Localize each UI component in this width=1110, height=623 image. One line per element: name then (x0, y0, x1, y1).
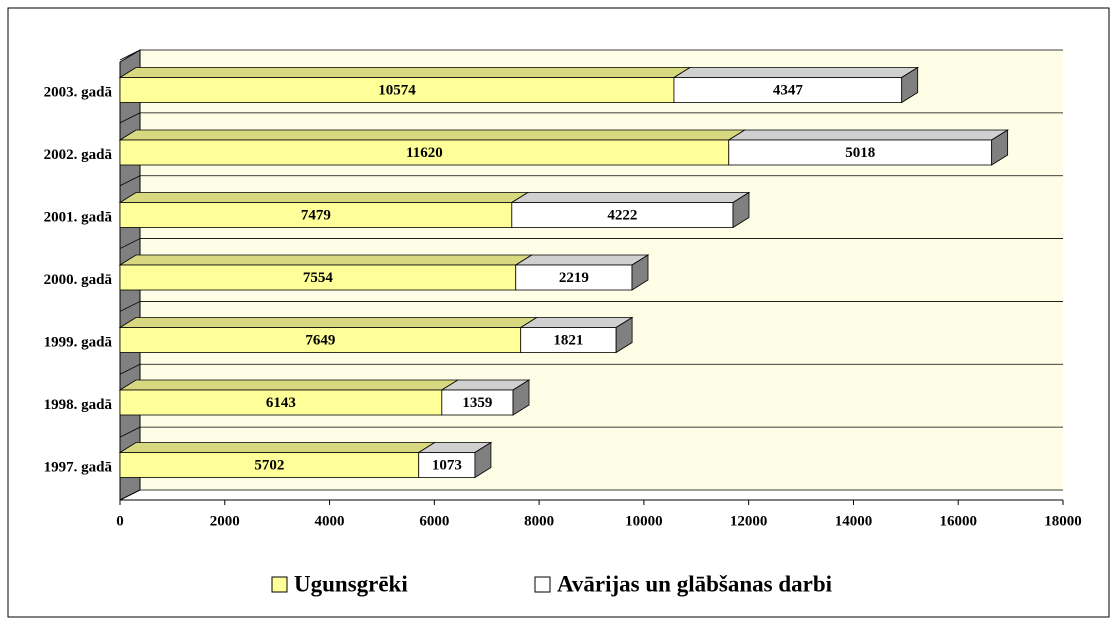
value-label: 1073 (432, 457, 462, 473)
bar-top (519, 317, 634, 328)
legend-label: Ugunsgrēki (294, 571, 408, 596)
bar (441, 389, 514, 416)
x-tick-label: 14000 (835, 513, 873, 529)
value-label: 10574 (378, 82, 416, 98)
legend-swatch (534, 576, 551, 593)
bar (119, 452, 420, 478)
grid-line (119, 489, 141, 501)
bar-side (732, 191, 750, 229)
bar-top (118, 379, 460, 391)
x-tick-label: 10000 (625, 513, 663, 529)
legend-swatch (271, 576, 288, 593)
grid-line (119, 112, 141, 124)
bar (119, 202, 513, 228)
grid-line (119, 301, 141, 312)
bar-top (727, 129, 1010, 141)
grid-line (119, 175, 141, 187)
bar-top (118, 67, 692, 78)
grid-line (119, 49, 141, 61)
y-tick-label: 2000. gadā (44, 272, 113, 288)
value-label: 4347 (773, 82, 804, 98)
value-label: 7479 (301, 207, 331, 223)
y-tick-label: 2002. gadā (44, 147, 113, 163)
value-label: 7554 (303, 270, 334, 286)
bar (673, 77, 903, 103)
bar-top (510, 192, 751, 203)
bar-top (118, 129, 747, 141)
value-label: 11620 (406, 145, 443, 161)
bar (119, 77, 675, 103)
value-label: 6143 (266, 395, 296, 411)
x-tick-label: 16000 (939, 513, 977, 529)
bar-top (118, 192, 530, 203)
x-tick-label: 18000 (1044, 513, 1082, 529)
bar-side (901, 66, 919, 104)
bar (119, 264, 517, 291)
value-label: 5018 (845, 145, 875, 161)
bar-side (474, 441, 492, 479)
bar (119, 139, 730, 166)
grid-line (119, 426, 141, 438)
bar (520, 327, 617, 353)
x-tick-label: 2000 (210, 513, 240, 529)
x-tick-label: 8000 (524, 513, 554, 529)
bar-top (118, 254, 534, 266)
x-tick-label: 6000 (419, 513, 449, 529)
y-tick-label: 1998. gadā (44, 397, 113, 413)
bar-side (615, 316, 633, 354)
bar-side (991, 129, 1009, 166)
legend-label: Avārijas un glābšanas darbi (557, 571, 833, 596)
bar (119, 389, 443, 416)
grid-line (119, 238, 141, 249)
value-label: 7649 (305, 332, 335, 348)
x-tick-label: 4000 (315, 513, 345, 529)
bar-top (118, 317, 539, 328)
y-tick-label: 2003. gadā (44, 84, 113, 100)
bar-side (512, 379, 530, 416)
y-tick-label: 2001. gadā (44, 209, 113, 225)
y-tick-label: 1999. gadā (44, 334, 113, 350)
value-label: 2219 (559, 270, 589, 286)
value-label: 1359 (462, 395, 492, 411)
bar-top (514, 254, 650, 266)
bar-side (631, 254, 649, 291)
value-label: 5702 (254, 457, 284, 473)
bar (728, 139, 993, 166)
grid-line (119, 363, 141, 375)
y-tick-label: 1997. gadā (44, 459, 113, 475)
bar-top (672, 67, 920, 78)
value-label: 1821 (553, 332, 583, 348)
bar-top (118, 442, 437, 453)
x-tick-label: 12000 (730, 513, 768, 529)
x-tick-label: 0 (116, 513, 124, 529)
value-label: 4222 (607, 207, 637, 223)
bar (119, 327, 522, 353)
